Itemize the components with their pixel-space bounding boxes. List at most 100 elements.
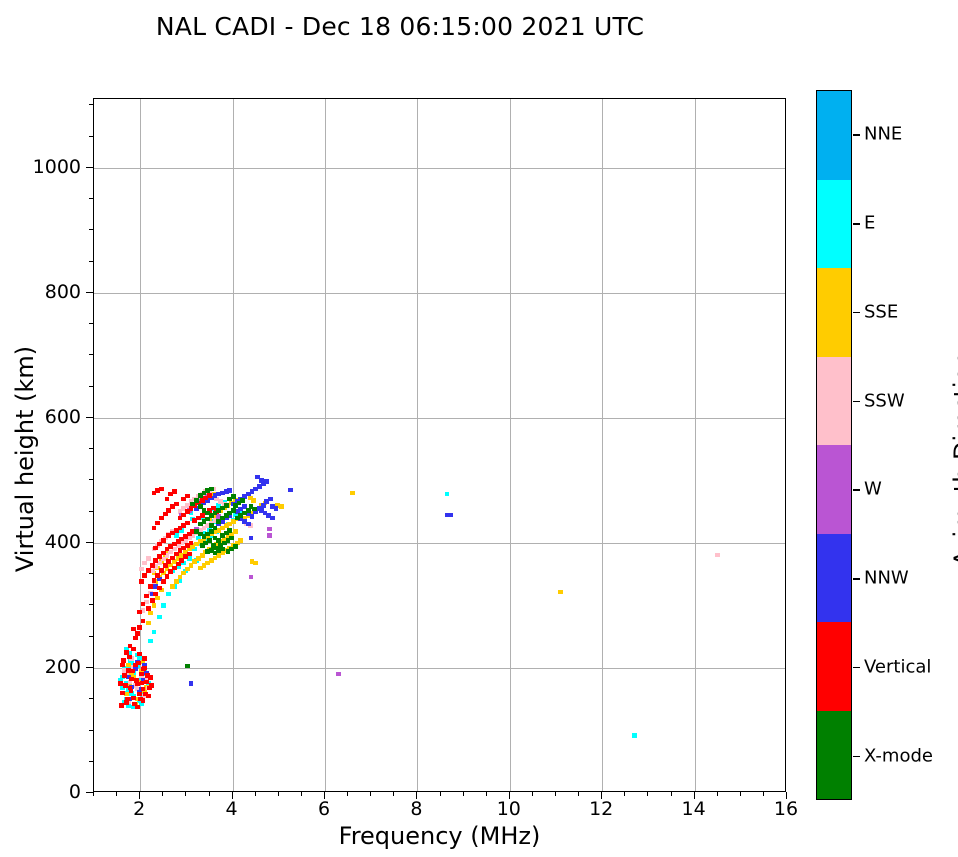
data-point <box>205 523 211 528</box>
data-point <box>188 499 194 504</box>
data-point <box>130 668 136 674</box>
data-point <box>164 566 170 572</box>
data-point <box>162 511 168 517</box>
data-point <box>216 514 222 519</box>
x-tick-label: 14 <box>681 798 706 820</box>
data-point <box>232 503 238 508</box>
data-point <box>225 538 231 543</box>
data-point <box>168 569 174 574</box>
data-point <box>197 521 203 527</box>
data-point <box>140 601 146 607</box>
data-point <box>147 638 153 644</box>
data-point <box>208 529 214 534</box>
data-point <box>223 513 229 518</box>
data-point <box>173 501 179 507</box>
colorbar-segment-sse[interactable] <box>817 268 851 357</box>
data-point <box>181 523 187 528</box>
x-tick-minor <box>762 792 764 796</box>
data-point <box>132 702 138 707</box>
data-point <box>186 556 192 561</box>
data-point <box>155 573 161 578</box>
data-point <box>127 679 133 684</box>
x-axis-label: Frequency (MHz) <box>338 822 541 850</box>
data-point <box>242 510 248 516</box>
data-point <box>249 510 255 516</box>
data-point <box>214 545 220 551</box>
data-point <box>208 513 214 518</box>
data-point <box>122 668 127 673</box>
data-point <box>151 578 157 583</box>
data-point <box>133 635 138 641</box>
data-point <box>122 673 127 678</box>
data-point <box>146 606 151 611</box>
data-point <box>121 658 126 663</box>
data-point <box>184 520 190 526</box>
y-tick-major <box>86 291 93 293</box>
data-point <box>234 540 240 546</box>
colorbar-segment-ssw[interactable] <box>817 356 851 445</box>
data-point <box>203 540 209 546</box>
data-point <box>212 555 218 561</box>
data-point <box>245 511 251 517</box>
colorbar-segment-x-mode[interactable] <box>817 710 851 799</box>
data-point <box>444 512 450 517</box>
colorbar[interactable] <box>816 90 852 800</box>
data-point <box>208 486 214 492</box>
data-point <box>262 510 268 516</box>
data-point <box>249 489 255 494</box>
data-point <box>225 534 231 539</box>
data-point <box>201 563 207 568</box>
data-point <box>216 491 222 497</box>
data-point <box>201 500 207 506</box>
data-point <box>138 579 144 584</box>
data-point <box>208 558 214 563</box>
data-point <box>142 656 148 661</box>
data-point <box>147 610 153 616</box>
data-point <box>201 508 207 513</box>
data-point <box>232 544 238 549</box>
data-point <box>164 496 170 502</box>
data-point <box>216 508 222 513</box>
colorbar-segment-nne[interactable] <box>817 91 851 180</box>
data-point <box>123 650 129 655</box>
data-point <box>216 553 222 558</box>
y-tick-major <box>86 166 93 168</box>
data-point <box>177 525 183 531</box>
x-tick-label: 10 <box>496 798 521 820</box>
y-tick-major <box>86 541 93 543</box>
colorbar-label-ssw: SSW <box>864 390 905 412</box>
data-point <box>160 579 166 584</box>
data-point <box>214 541 220 547</box>
data-point <box>208 520 214 526</box>
data-point <box>144 679 150 684</box>
data-point <box>444 491 450 497</box>
y-tick-label: 600 <box>44 405 81 428</box>
data-point <box>632 733 637 738</box>
data-point <box>171 541 177 547</box>
data-point <box>151 603 157 608</box>
data-point <box>205 516 211 522</box>
data-point <box>212 535 218 541</box>
data-point <box>131 695 137 701</box>
data-point <box>201 536 207 542</box>
y-tick-minor <box>89 198 93 199</box>
colorbar-segment-nnw[interactable] <box>817 533 851 622</box>
data-point <box>199 543 205 548</box>
colorbar-segment-e[interactable] <box>817 179 851 268</box>
colorbar-tick <box>853 666 860 669</box>
data-point <box>144 600 150 605</box>
colorbar-segment-w[interactable] <box>817 445 851 534</box>
data-point <box>118 678 124 683</box>
data-point <box>207 538 212 543</box>
data-point <box>269 515 275 521</box>
x-tick-minor <box>555 792 556 796</box>
colorbar-segment-vertical[interactable] <box>817 622 851 711</box>
data-point <box>194 498 199 503</box>
colorbar-label-e: E <box>864 212 876 234</box>
y-tick-minor <box>89 760 93 762</box>
page-title: NAL CADI - Dec 18 06:15:00 2021 UTC <box>155 12 645 41</box>
gridline-vertical <box>694 99 696 791</box>
data-point <box>123 680 129 686</box>
data-point <box>197 565 203 571</box>
data-point <box>140 618 146 624</box>
